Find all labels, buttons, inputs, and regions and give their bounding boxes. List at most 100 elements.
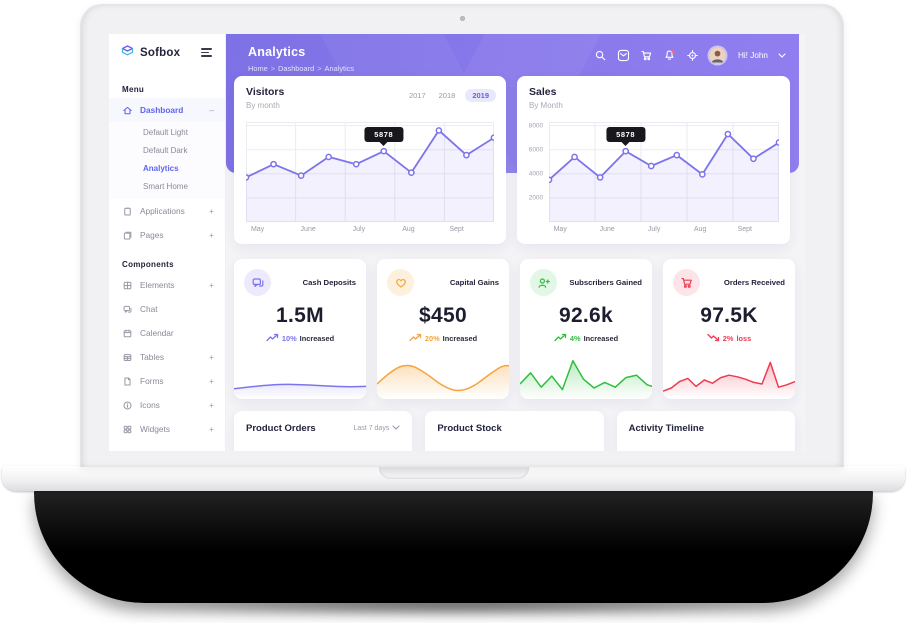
expand-toggle-icon[interactable]: +: [209, 230, 214, 240]
trend-down-icon: [707, 333, 720, 344]
visitors-chart: 5878: [242, 122, 498, 222]
home-icon: [122, 105, 133, 116]
breadcrumb-segment[interactable]: Home: [248, 64, 268, 73]
x-tick-label: Sept: [737, 226, 752, 233]
sales-chart: 5878: [545, 122, 783, 222]
stat-sparkline: [234, 353, 366, 399]
breadcrumb-separator: >: [317, 64, 322, 73]
breadcrumb-separator: >: [270, 64, 276, 73]
y-tick-label: 2000: [528, 194, 543, 202]
menu-section-label: Menu: [122, 85, 145, 94]
breadcrumb-segment[interactable]: Dashboard: [278, 64, 315, 73]
laptop-base: [2, 466, 905, 491]
components-section-label: Components: [122, 260, 174, 269]
sidebar-item-icons[interactable]: Icons +: [109, 393, 225, 417]
year-tab-2017[interactable]: 2017: [408, 91, 426, 100]
sales-card: Sales By Month 8000 6000 4000 2000 5878 May…: [517, 76, 790, 244]
y-tick-label: 8000: [528, 122, 543, 130]
app-window: Sofbox Menu Dashboard – Default Light Defau…: [109, 34, 805, 451]
sidebar: Sofbox Menu Dashboard – Default Light Defau…: [109, 34, 226, 451]
clipboard-icon: [122, 206, 133, 217]
x-tick-label: June: [599, 226, 615, 233]
search-icon[interactable]: [594, 49, 607, 62]
nav-menu: Dashboard – Default Light Default Dark Analy…: [109, 98, 225, 247]
year-tab-2018[interactable]: 2018: [438, 91, 456, 100]
stat-card-orders-received: Orders Received 97.5K 2% loss: [663, 259, 795, 399]
sidebar-subitem-default-dark[interactable]: Default Dark: [143, 145, 188, 155]
sidebar-item-tables[interactable]: Tables +: [109, 345, 225, 369]
sidebar-item-widgets[interactable]: Widgets +: [109, 417, 225, 441]
breadcrumb-segment[interactable]: Analytics: [324, 64, 355, 73]
stat-trend: 20% Increased: [377, 333, 509, 344]
page-title: Analytics: [248, 45, 306, 59]
sidebar-item-applications[interactable]: Applications +: [109, 199, 225, 223]
expand-toggle-icon[interactable]: +: [209, 400, 214, 410]
main-content: Analytics Home > Dashboard > Analytics Hi! J…: [226, 34, 805, 451]
range-dropdown[interactable]: Last 7 days: [354, 425, 401, 432]
stat-value: $450: [419, 304, 467, 327]
cart-icon[interactable]: [640, 49, 653, 62]
year-tab-2019[interactable]: 2019: [465, 89, 496, 102]
stat-card-subscribers-gained: Subscribers Gained 92.6k 4% Increased: [520, 259, 652, 399]
expand-toggle-icon[interactable]: –: [209, 105, 214, 115]
file-icon: [122, 376, 133, 387]
user-greeting[interactable]: Hi! John: [737, 51, 768, 60]
stat-trend: 2% loss: [663, 333, 795, 344]
trend-up-icon: [266, 333, 279, 344]
stat-label: Orders Received: [723, 278, 785, 287]
x-tick-label: July: [647, 226, 661, 233]
card-product-orders: Product Orders Last 7 days: [234, 411, 413, 451]
sidebar-subitem-default-light[interactable]: Default Light: [143, 127, 188, 137]
sidebar-item-pages[interactable]: Pages +: [109, 223, 225, 247]
card-head: Product Stock: [425, 411, 603, 434]
visitors-card: Visitors By month 2017 2018 2019 5878 May J…: [234, 76, 506, 244]
card-title: Activity Timeline: [628, 423, 704, 434]
card-title: Product Stock: [437, 423, 502, 434]
sidebar-subitem-analytics[interactable]: Analytics: [143, 163, 179, 173]
expand-toggle-icon[interactable]: +: [209, 376, 214, 386]
stat-head: Capital Gains: [377, 259, 509, 296]
stat-label: Subscribers Gained: [569, 278, 642, 287]
trend-up-icon: [409, 333, 422, 344]
stat-sparkline: [377, 353, 509, 399]
x-tick-label: Aug: [402, 226, 415, 233]
stat-value: 97.5K: [700, 304, 758, 327]
card-head: Product Orders Last 7 days: [234, 411, 412, 434]
expand-toggle-icon[interactable]: +: [209, 280, 214, 290]
visitors-tooltip: 5878: [364, 127, 404, 143]
message-icon: [244, 269, 271, 296]
trend-up-icon: [554, 333, 567, 344]
x-tick-label: June: [300, 226, 316, 233]
sidebar-item-forms[interactable]: Forms +: [109, 369, 225, 393]
header-actions: Hi! John: [594, 47, 786, 64]
calendar-icon: [122, 328, 133, 339]
stat-label: Cash Deposits: [302, 278, 356, 287]
mail-icon[interactable]: [617, 49, 630, 62]
user-plus-icon: [530, 269, 557, 296]
y-tick-label: 6000: [528, 146, 543, 154]
chat-icon: [122, 304, 133, 315]
sales-title: Sales: [529, 86, 557, 98]
info-icon: [122, 400, 133, 411]
user-avatar[interactable]: [708, 47, 726, 64]
stat-head: Orders Received: [663, 259, 795, 296]
bell-icon[interactable]: [663, 49, 676, 62]
expand-toggle-icon[interactable]: +: [209, 352, 214, 362]
bottom-cards-row: Product Orders Last 7 days Product Stock Ac…: [234, 411, 795, 451]
brand-name: Sofbox: [140, 46, 181, 59]
expand-toggle-icon[interactable]: +: [209, 206, 214, 216]
sidebar-toggle-icon[interactable]: [199, 46, 214, 58]
chevron-down-icon[interactable]: [778, 53, 786, 58]
sidebar-item-chat[interactable]: Chat: [109, 297, 225, 321]
card-title: Product Orders: [246, 423, 316, 434]
sidebar-item-elements[interactable]: Elements +: [109, 273, 225, 297]
sidebar-subitem-smart-home[interactable]: Smart Home: [143, 181, 188, 191]
sidebar-item-dashboard[interactable]: Dashboard –: [109, 98, 225, 122]
stat-label: Capital Gains: [449, 278, 499, 287]
expand-toggle-icon[interactable]: +: [209, 424, 214, 434]
stat-head: Subscribers Gained: [520, 259, 652, 296]
sidebar-item-calendar[interactable]: Calendar: [109, 321, 225, 345]
grid-icon: [122, 280, 133, 291]
x-tick-label: Sept: [449, 226, 464, 233]
locate-icon[interactable]: [686, 49, 699, 62]
